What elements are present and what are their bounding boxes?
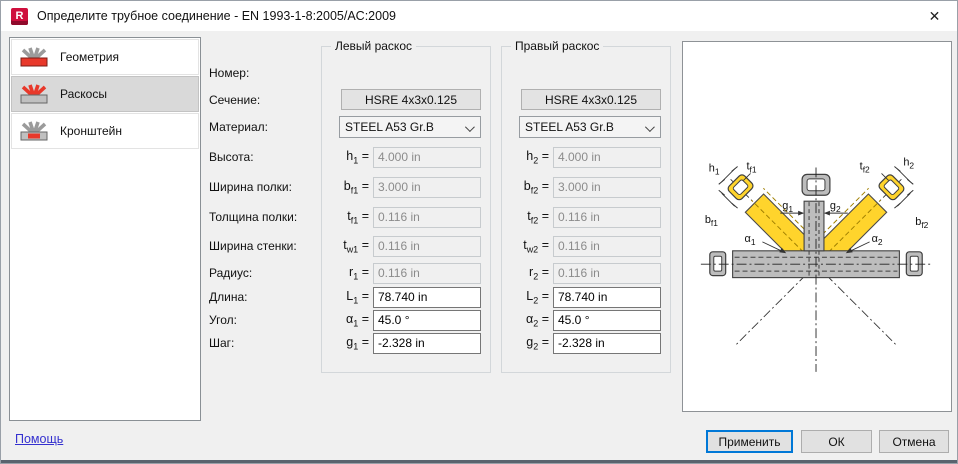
dim-bf2: bf2 <box>915 216 928 230</box>
right-brace-group: Правый раскос <box>501 39 671 373</box>
geometry-icon <box>20 47 48 67</box>
r1-input <box>373 262 481 284</box>
sidebar-item-geometry[interactable]: Геометрия <box>11 39 199 75</box>
cancel-button[interactable]: Отмена <box>879 430 949 453</box>
chevron-down-icon <box>464 122 475 133</box>
field-row-tf2: tf2 = <box>501 206 661 228</box>
r2-input <box>553 262 661 284</box>
field-row-g1: g1 = <box>321 332 481 354</box>
field-row-bf2: bf2 = <box>501 176 661 198</box>
g1-input[interactable] <box>373 332 481 354</box>
bf2-input <box>553 176 661 198</box>
title-bar: R Определите трубное соединение - EN 199… <box>1 1 957 31</box>
left-brace-group: Левый раскос <box>321 39 491 373</box>
sidebar-item-label: Кронштейн <box>60 124 122 138</box>
left-material-select[interactable]: STEEL A53 Gr.B <box>339 116 481 138</box>
sidebar-item-bracket[interactable]: Кронштейн <box>11 113 199 149</box>
field-row-L2: L2 = <box>501 286 661 308</box>
tf1-input <box>373 206 481 228</box>
window-bottom-border <box>1 460 957 463</box>
label-height: Высота: <box>209 150 254 164</box>
material-value: STEEL A53 Gr.B <box>345 120 434 134</box>
left-section-button[interactable]: HSRE 4x3x0.125 <box>341 89 481 110</box>
ok-button[interactable]: ОК <box>801 430 872 453</box>
h2-input <box>553 146 661 168</box>
g2-input[interactable] <box>553 332 661 354</box>
L1-input[interactable] <box>373 286 481 308</box>
label-radius: Радиус: <box>209 266 253 280</box>
sidebar-item-label: Раскосы <box>60 87 107 101</box>
field-row-tw1: tw1 = <box>321 235 481 257</box>
connection-diagram: h1 tf1 bf1 g1 g2 α1 α2 tf2 h2 bf2 <box>700 156 932 372</box>
right-section-button[interactable]: HSRE 4x3x0.125 <box>521 89 661 110</box>
dim-tf1: tf1 <box>747 160 757 174</box>
dim-g2: g2 <box>830 200 841 214</box>
apply-button[interactable]: Применить <box>706 430 793 453</box>
field-row-alpha2: α2 = <box>501 309 661 331</box>
alpha2-input[interactable] <box>553 309 661 331</box>
label-flange-thickness: Толщина полки: <box>209 210 298 224</box>
braces-icon <box>20 84 48 104</box>
sidebar-item-braces[interactable]: Раскосы <box>11 76 199 112</box>
right-material-select[interactable]: STEEL A53 Gr.B <box>519 116 661 138</box>
dim-h2: h2 <box>903 156 914 170</box>
field-row-alpha1: α1 = <box>321 309 481 331</box>
field-row-h2: h2 = <box>501 146 661 168</box>
h1-input <box>373 146 481 168</box>
field-row-tf1: tf1 = <box>321 206 481 228</box>
label-number: Номер: <box>209 66 250 80</box>
chevron-down-icon <box>644 122 655 133</box>
field-row-L1: L1 = <box>321 286 481 308</box>
group-title: Правый раскос <box>511 39 604 53</box>
label-gap: Шаг: <box>209 336 235 350</box>
field-row-g2: g2 = <box>501 332 661 354</box>
bracket-icon <box>20 121 48 141</box>
dim-tf2: tf2 <box>860 160 870 174</box>
robot-app-icon: R <box>11 7 28 25</box>
bf1-input <box>373 176 481 198</box>
field-row-h1: h1 = <box>321 146 481 168</box>
field-row-bf1: bf1 = <box>321 176 481 198</box>
label-flange-width: Ширина полки: <box>209 180 292 194</box>
tw1-input <box>373 235 481 257</box>
L2-input[interactable] <box>553 286 661 308</box>
connection-preview-panel: h1 tf1 bf1 g1 g2 α1 α2 tf2 h2 bf2 <box>682 41 952 412</box>
category-listbox: Геометрия Раскосы Кронштейн <box>9 37 201 421</box>
alpha1-input[interactable] <box>373 309 481 331</box>
sidebar-item-label: Геометрия <box>60 50 119 64</box>
dim-bf1: bf1 <box>705 214 718 228</box>
help-link[interactable]: Помощь <box>15 432 64 446</box>
dim-alpha2: α2 <box>872 233 883 247</box>
field-row-tw2: tw2 = <box>501 235 661 257</box>
label-material: Материал: <box>209 120 268 134</box>
window-title: Определите трубное соединение - EN 1993-… <box>37 9 396 23</box>
field-row-r1: r1 = <box>321 262 481 284</box>
dim-h1: h1 <box>709 162 720 176</box>
group-title: Левый раскос <box>331 39 416 53</box>
dim-g1: g1 <box>782 200 793 214</box>
label-length: Длина: <box>209 290 248 304</box>
tw2-input <box>553 235 661 257</box>
label-section: Сечение: <box>209 93 261 107</box>
close-icon[interactable]: ✕ <box>928 7 941 24</box>
label-web-width: Ширина стенки: <box>209 239 297 253</box>
label-angle: Угол: <box>209 313 237 327</box>
material-value: STEEL A53 Gr.B <box>525 120 614 134</box>
field-row-r2: r2 = <box>501 262 661 284</box>
dim-alpha1: α1 <box>745 233 756 247</box>
tf2-input <box>553 206 661 228</box>
